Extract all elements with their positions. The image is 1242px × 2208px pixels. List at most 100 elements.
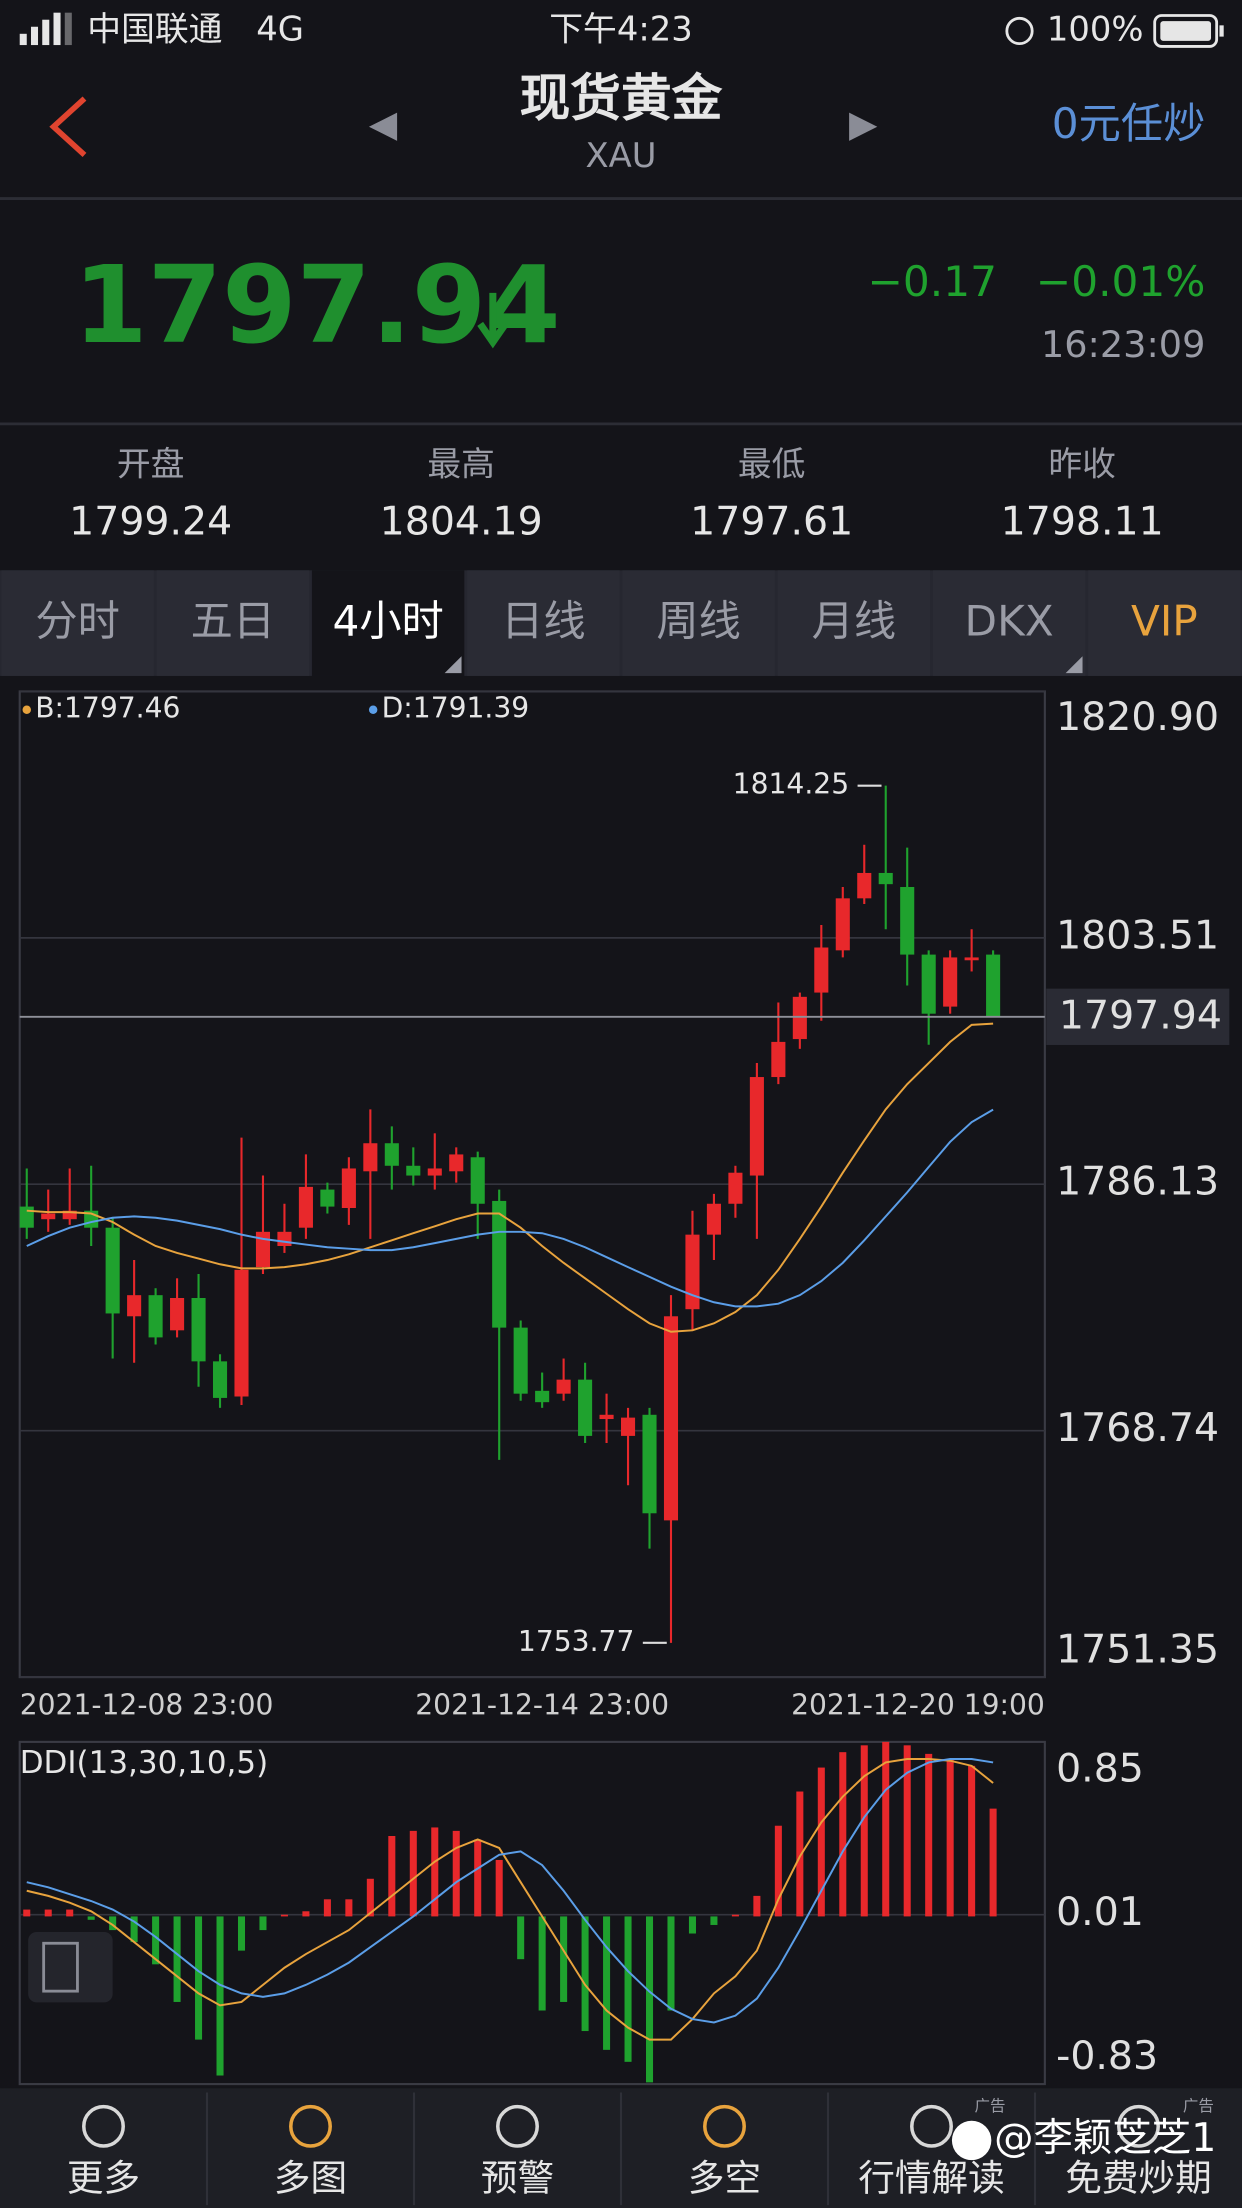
y-tick-label: 1786.13 <box>1056 1159 1219 1205</box>
candle-body <box>212 1361 228 1398</box>
tab[interactable] <box>467 570 620 676</box>
indicator-frame <box>18 1740 1046 2086</box>
nav-item[interactable]: 多空 <box>688 2104 761 2200</box>
candle-body <box>384 1143 399 1166</box>
indicator-bar <box>87 1916 95 1920</box>
tab[interactable] <box>1088 570 1241 676</box>
indicator-bar <box>731 1914 739 1917</box>
indicator-bar <box>23 1909 31 1917</box>
indicator-bar <box>388 1835 396 1917</box>
title: 现货黄金 <box>520 68 723 127</box>
indicator-bar <box>66 1909 74 1917</box>
nav-label: 更多 <box>67 2156 140 2199</box>
indicator-bar <box>538 1916 546 2011</box>
indicator-bar <box>839 1752 847 1917</box>
candle-body <box>449 1154 464 1172</box>
legend-label: D:1791.39 <box>382 692 530 725</box>
indicator-bar <box>366 1878 374 1917</box>
change-pct: −0.01% <box>1036 257 1206 306</box>
network: 4G <box>256 9 304 48</box>
trade-link[interactable]: 0元任炒 <box>1052 99 1206 148</box>
nav-item[interactable]: 免费炒期 <box>1065 2104 1212 2200</box>
stat-value: 1804.19 <box>380 498 543 544</box>
indicator-bar <box>860 1745 868 1917</box>
battery-text: 100% <box>1047 9 1144 48</box>
nav-icon <box>1117 2104 1160 2148</box>
candle-body <box>298 1186 313 1228</box>
indicator-line <box>26 1758 994 2041</box>
tab[interactable] <box>777 570 931 676</box>
nav-icon <box>910 2104 953 2148</box>
price: 1797.94 <box>73 244 560 368</box>
indicator-bar <box>667 1916 675 2011</box>
stat-value: 1797.61 <box>690 498 853 544</box>
y-tick-label: -0.83 <box>1056 2033 1158 2079</box>
indicator-bar <box>130 1916 138 1943</box>
y-tick-label: 1820.90 <box>1056 694 1219 740</box>
candle-body <box>341 1168 356 1209</box>
tab[interactable] <box>1 570 154 676</box>
candle-body <box>234 1269 249 1397</box>
indicator-bar <box>645 1916 654 2083</box>
indicator-bar <box>302 1911 310 1917</box>
next-button[interactable] <box>849 112 878 141</box>
indicator-bar <box>624 1916 632 2062</box>
indicator-bar <box>345 1899 353 1917</box>
nav-label: 免费炒期 <box>1065 2156 1211 2199</box>
candle-body <box>363 1143 378 1172</box>
candle-body <box>792 996 807 1040</box>
candle-body <box>535 1390 550 1403</box>
tab[interactable] <box>932 570 1086 676</box>
candle-body <box>148 1295 163 1338</box>
tab-label: VIP <box>1131 596 1198 645</box>
candle-body <box>513 1327 528 1394</box>
lock-icon <box>1005 16 1034 46</box>
candle-body <box>105 1227 120 1314</box>
nav-item[interactable]: 行情解读 <box>858 2104 1005 2200</box>
candle-body <box>685 1234 700 1310</box>
tab-corner <box>444 656 462 674</box>
back-button[interactable] <box>49 96 87 157</box>
code: XAU <box>586 136 657 175</box>
change: −0.17 <box>868 257 997 306</box>
nav-label: 多空 <box>688 2156 761 2199</box>
tab[interactable] <box>156 570 310 676</box>
indicator-bar <box>431 1827 439 1917</box>
candle-body <box>663 1316 679 1521</box>
indicator-bar <box>968 1765 976 1917</box>
nav-label: 多图 <box>274 2156 347 2199</box>
nav-icon <box>289 2104 332 2148</box>
nav-icon <box>496 2104 539 2148</box>
candle-body <box>964 957 979 961</box>
indicator-bar <box>989 1808 997 1917</box>
switch-button[interactable] <box>28 1932 113 2003</box>
y-tick-label: 1751.35 <box>1056 1626 1219 1672</box>
indicator-bar <box>946 1759 954 1917</box>
tab-label: 月线 <box>812 596 896 645</box>
x-tick-label: 2021-12-14 23:00 <box>415 1689 669 1722</box>
indicator-bar <box>581 1916 589 2032</box>
indicator-bar <box>603 1916 611 2050</box>
candle-body <box>191 1298 206 1362</box>
prev-button[interactable] <box>368 112 398 141</box>
candle-body <box>900 886 915 955</box>
stat-label: 开盘 <box>117 445 185 484</box>
nav-item[interactable]: 更多 <box>67 2104 140 2200</box>
indicator-bar <box>925 1753 933 1917</box>
indicator-bar <box>173 1916 181 2002</box>
watermark-logo <box>951 2120 992 2161</box>
indicator-line <box>26 1758 994 2024</box>
indicator-bar <box>409 1830 417 1917</box>
indicator-bar <box>44 1909 52 1917</box>
indicator-bar <box>560 1916 568 2002</box>
tab-label: 4小时 <box>332 596 443 645</box>
stat-label: 昨收 <box>1048 445 1116 484</box>
nav-item[interactable]: 预警 <box>481 2104 554 2200</box>
nav-item[interactable]: 多图 <box>274 2104 347 2200</box>
tab[interactable] <box>622 570 775 676</box>
tab[interactable] <box>311 570 465 676</box>
candle-body <box>814 947 829 993</box>
y-tick-label: 0.01 <box>1056 1889 1144 1935</box>
candle-body <box>986 954 1001 1017</box>
nav-label: 行情解读 <box>858 2156 1004 2199</box>
